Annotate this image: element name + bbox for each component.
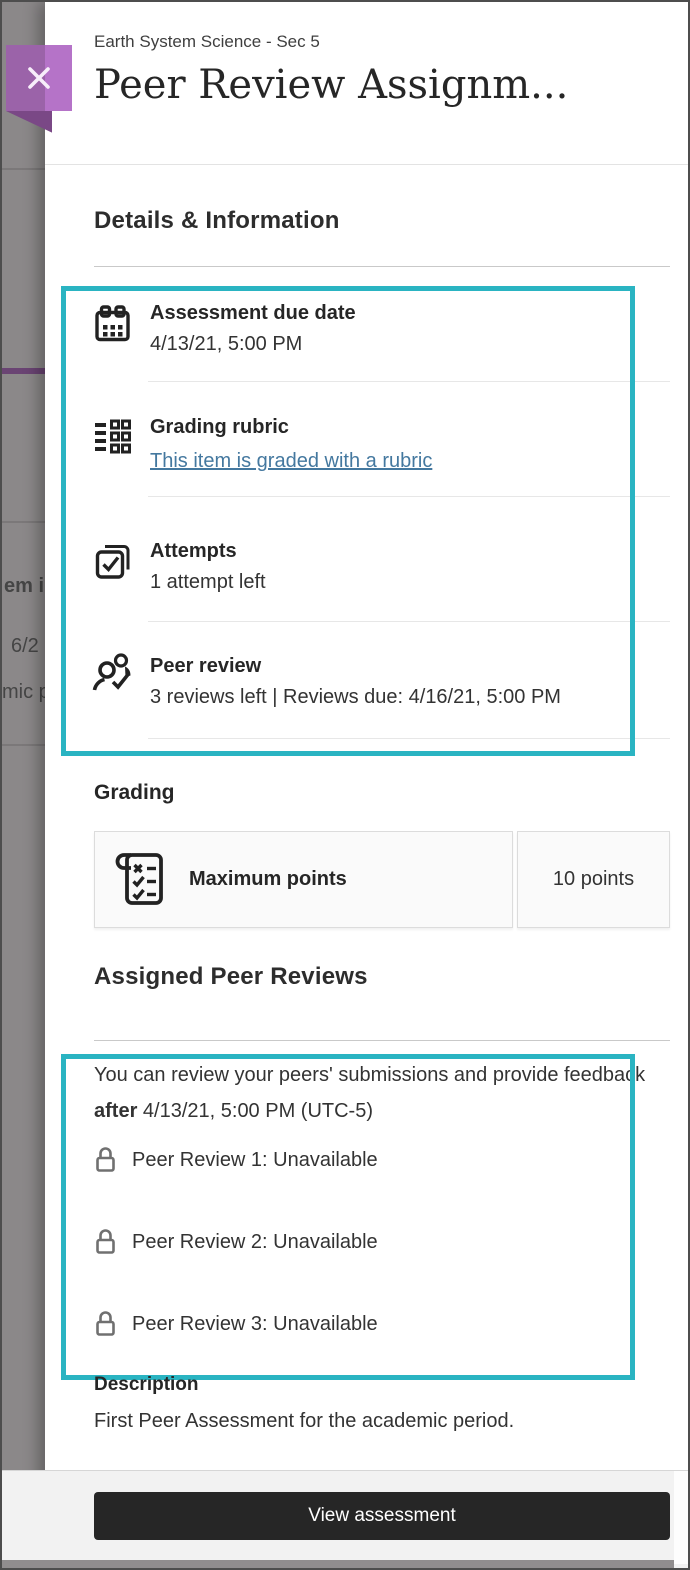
lock-icon bbox=[94, 1228, 117, 1256]
notice-text: 4/13/21, 5:00 PM (UTC-5) bbox=[137, 1100, 374, 1122]
divider bbox=[2, 744, 45, 746]
backdrop-purple-stripe bbox=[2, 368, 45, 374]
peer-review-availability-notice: You can review your peers' submissions a… bbox=[94, 1057, 650, 1129]
close-button[interactable] bbox=[6, 45, 72, 111]
points-value: 10 points bbox=[552, 868, 635, 890]
peer-review-item-1: Peer Review 1: Unavailable bbox=[94, 1146, 378, 1174]
divider bbox=[45, 164, 688, 165]
rubric-link[interactable]: This item is graded with a rubric bbox=[150, 450, 433, 472]
peer-review-item-label: Peer Review 2: Unavailable bbox=[132, 1230, 378, 1253]
maximum-points-cell: Maximum points bbox=[94, 831, 513, 928]
divider bbox=[94, 266, 670, 267]
page-title: Peer Review Assignm... bbox=[94, 62, 569, 108]
peer-review-label: Peer review bbox=[150, 655, 262, 677]
attempts-icon bbox=[94, 543, 132, 581]
peer-review-item-2: Peer Review 2: Unavailable bbox=[94, 1228, 378, 1256]
divider bbox=[94, 1040, 670, 1041]
x-icon bbox=[23, 62, 55, 94]
backdrop-text-fragment: 6/2 bbox=[11, 635, 39, 657]
lock-icon bbox=[94, 1310, 117, 1338]
assigned-peer-reviews-heading: Assigned Peer Reviews bbox=[94, 963, 368, 990]
notice-bold-text: after bbox=[94, 1100, 138, 1122]
attempts-label: Attempts bbox=[150, 540, 237, 562]
divider bbox=[148, 381, 670, 382]
divider bbox=[2, 168, 45, 170]
grading-rubric-label: Grading rubric bbox=[150, 416, 289, 438]
course-name: Earth System Science - Sec 5 bbox=[94, 32, 320, 51]
description-heading: Description bbox=[94, 1374, 199, 1395]
divider bbox=[148, 621, 670, 622]
peer-review-item-label: Peer Review 1: Unavailable bbox=[132, 1148, 378, 1171]
checklist-icon bbox=[111, 850, 167, 910]
rubric-icon bbox=[94, 419, 132, 456]
points-value-cell: 10 points bbox=[517, 831, 670, 928]
view-assessment-button[interactable]: View assessment bbox=[94, 1492, 670, 1540]
backdrop-text-fragment: em i bbox=[4, 575, 45, 597]
peer-review-value: 3 reviews left | Reviews due: 4/16/21, 5… bbox=[150, 686, 561, 708]
peer-review-icon bbox=[92, 652, 140, 702]
dimmed-backdrop: em i 6/2 mic p bbox=[2, 2, 50, 1568]
due-date-value: 4/13/21, 5:00 PM bbox=[150, 333, 303, 355]
divider bbox=[2, 521, 45, 523]
backdrop-text-fragment: mic p bbox=[2, 681, 50, 703]
maximum-points-label: Maximum points bbox=[189, 868, 347, 890]
peer-review-item-3: Peer Review 3: Unavailable bbox=[94, 1310, 378, 1338]
calendar-icon bbox=[94, 305, 131, 343]
details-information-heading: Details & Information bbox=[94, 207, 340, 234]
attempts-value: 1 attempt left bbox=[150, 571, 266, 593]
lock-icon bbox=[94, 1146, 117, 1174]
panel-body bbox=[45, 2, 688, 1568]
window-bottom-edge bbox=[2, 1560, 674, 1568]
peer-review-item-label: Peer Review 3: Unavailable bbox=[132, 1312, 378, 1335]
divider bbox=[148, 496, 670, 497]
grading-heading: Grading bbox=[94, 781, 175, 804]
notice-text: You can review your peers' submissions a… bbox=[94, 1064, 646, 1086]
divider bbox=[148, 738, 670, 739]
scrollbar-track[interactable] bbox=[674, 1471, 688, 1564]
description-text: First Peer Assessment for the academic p… bbox=[94, 1410, 515, 1432]
due-date-label: Assessment due date bbox=[150, 302, 356, 324]
